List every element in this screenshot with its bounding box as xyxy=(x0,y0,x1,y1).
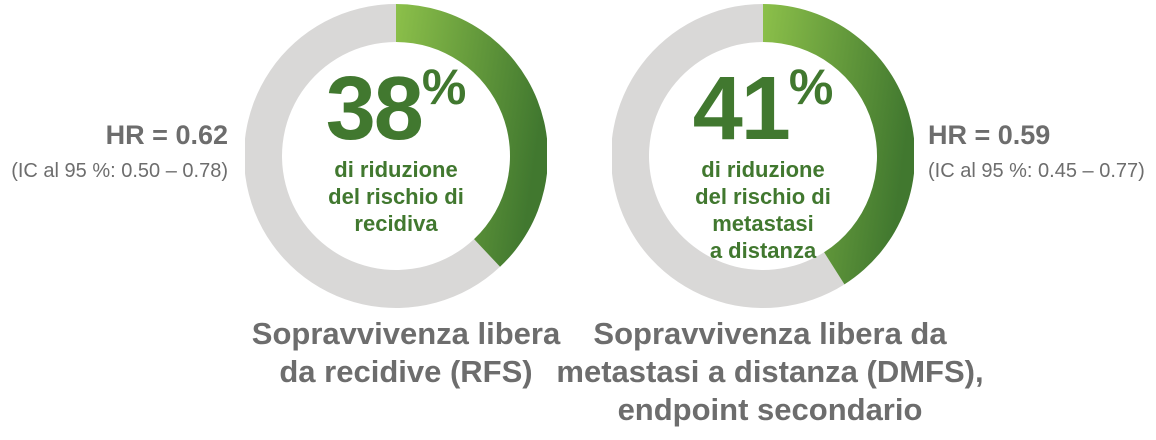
caption-line: endpoint secondario xyxy=(617,392,923,427)
donut-remainder-segment xyxy=(612,4,845,308)
caption-dmfs: Sopravvivenza libera da metastasi a dist… xyxy=(540,315,1000,429)
headline-percent-dmfs: 41% xyxy=(692,59,834,159)
donut-center-rfs: 38% di riduzione del rischio di recidiva xyxy=(296,59,496,237)
donut-chart-dmfs xyxy=(612,4,914,308)
description-line: del rischio di xyxy=(328,184,464,209)
description-line: di riduzione xyxy=(334,157,458,182)
caption-line: Sopravvivenza libera xyxy=(251,316,561,351)
percent-sign: % xyxy=(421,59,467,115)
hr-value: HR = 0.59 xyxy=(928,120,1051,150)
description-line: del rischio di xyxy=(695,184,831,209)
hr-value: HR = 0.62 xyxy=(105,120,228,150)
description-line: a distanza xyxy=(709,238,817,263)
caption-rfs: Sopravvivenza libera da recidive (RFS) xyxy=(236,315,576,391)
caption-line: Sopravvivenza libera da xyxy=(593,316,947,351)
percent-sign: % xyxy=(788,59,834,115)
description-line: recidiva xyxy=(354,211,438,236)
donut-center-dmfs: 41% di riduzione del rischio di metastas… xyxy=(663,59,863,264)
description-line: di riduzione xyxy=(701,157,825,182)
caption-line: metastasi a distanza (DMFS), xyxy=(556,354,984,389)
donut-highlight-segment xyxy=(396,4,547,267)
hazard-ratio-dmfs: HR = 0.59 (IC al 95 %: 0.45 – 0.77) xyxy=(928,120,1145,184)
confidence-interval: (IC al 95 %: 0.45 – 0.77) xyxy=(928,160,1145,182)
donut-chart-rfs xyxy=(245,4,547,308)
hazard-ratio-rfs: HR = 0.62 (IC al 95 %: 0.50 – 0.78) xyxy=(11,120,228,184)
percent-value: 41 xyxy=(692,59,791,159)
caption-line: da recidive (RFS) xyxy=(279,354,533,389)
headline-percent-rfs: 38% xyxy=(325,59,467,159)
confidence-interval: (IC al 95 %: 0.50 – 0.78) xyxy=(11,160,228,182)
donut-remainder-segment xyxy=(245,4,501,308)
description-line: metastasi xyxy=(712,211,814,236)
reduction-description: di riduzione del rischio di recidiva xyxy=(296,156,496,237)
reduction-description: di riduzione del rischio di metastasi a … xyxy=(663,156,863,264)
donut-highlight-segment xyxy=(763,4,914,285)
percent-value: 38 xyxy=(325,59,424,159)
